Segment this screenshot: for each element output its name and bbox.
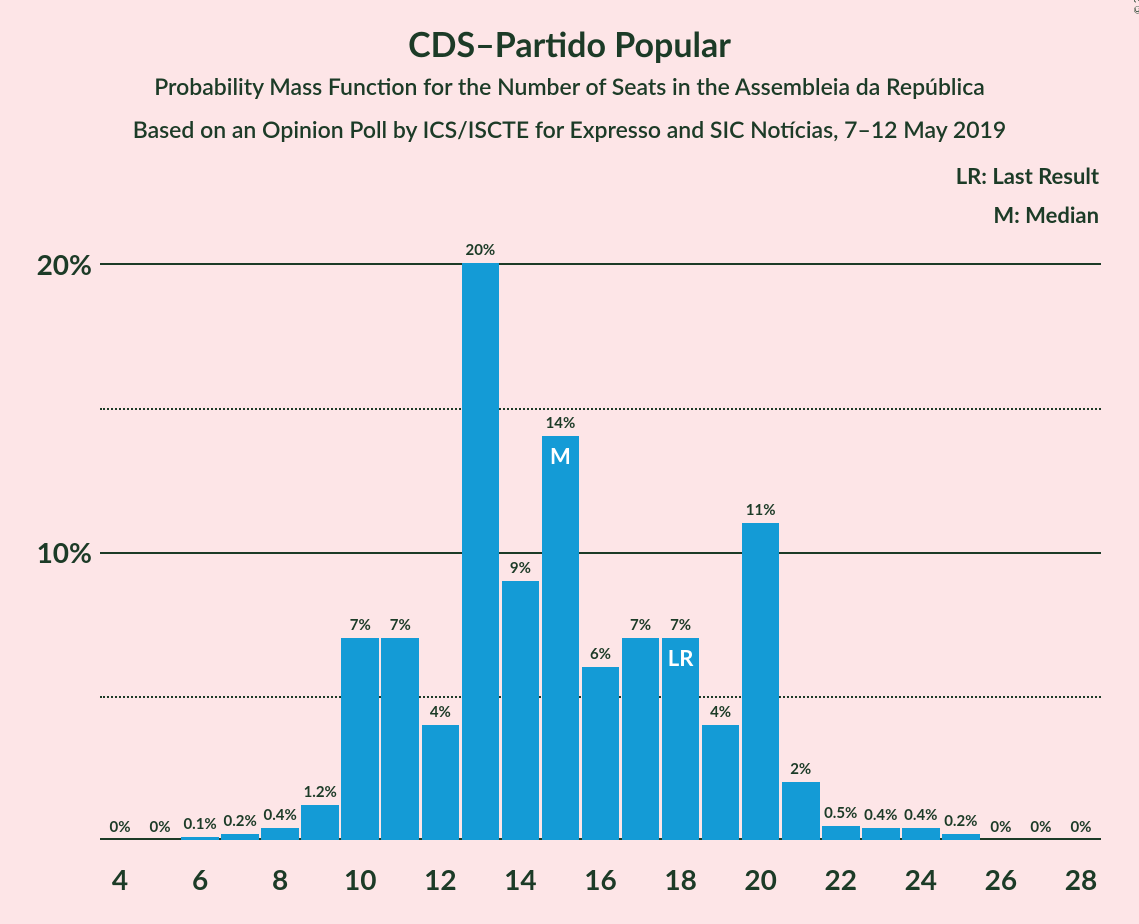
- bar-value-label: 11%: [746, 501, 776, 523]
- bar-value-label: 0%: [1030, 818, 1051, 840]
- bar: 0.4%: [862, 828, 900, 840]
- bar-value-label: 0%: [110, 818, 131, 840]
- bar: 11%: [742, 523, 780, 840]
- bar: 9%: [502, 581, 540, 840]
- bar: 7%LR: [662, 638, 700, 840]
- bar-value-label: 1.2%: [304, 783, 337, 805]
- bar-value-label: 7%: [670, 616, 691, 638]
- bar-value-label: 0.4%: [904, 806, 937, 828]
- bar: 4%: [702, 725, 740, 840]
- bar-value-label: 0%: [990, 818, 1011, 840]
- bar: 0.1%: [181, 837, 219, 840]
- bar-value-label: 7%: [350, 616, 371, 638]
- x-tick-label: 22: [824, 862, 856, 896]
- bar: 0.2%: [942, 834, 980, 840]
- gridline-major: [100, 263, 1101, 265]
- bar-value-label: 14%: [546, 414, 576, 436]
- plot-area: 0%0%0.1%0.2%0.4%1.2%7%7%4%20%9%14%M6%7%7…: [100, 200, 1101, 840]
- bar: 14%M: [542, 436, 580, 840]
- bar-value-label: 4%: [710, 703, 731, 725]
- gridline-major: [100, 552, 1101, 554]
- x-tick-label: 10: [344, 862, 376, 896]
- x-tick-label: 28: [1065, 862, 1097, 896]
- y-tick-label: 20%: [6, 247, 92, 281]
- bar-value-label: 4%: [430, 703, 451, 725]
- bar-value-label: 0%: [150, 818, 171, 840]
- chart-title: CDS–Partido Popular: [0, 24, 1139, 65]
- bar: 1.2%: [301, 805, 339, 840]
- bar: 0.4%: [902, 828, 940, 840]
- bar: 7%: [381, 638, 419, 840]
- gridline-minor: [100, 408, 1101, 410]
- bar: 6%: [582, 667, 620, 840]
- bar-value-label: 9%: [510, 559, 531, 581]
- bar: 7%: [622, 638, 660, 840]
- bar: 2%: [782, 782, 820, 840]
- x-tick-label: 8: [272, 862, 288, 896]
- bar-value-label: 0.1%: [183, 815, 216, 837]
- x-tick-label: 20: [744, 862, 776, 896]
- bar-value-label: 0.5%: [824, 804, 857, 826]
- bar-value-label: 6%: [590, 645, 611, 667]
- bar: 0.2%: [221, 834, 259, 840]
- bar-value-label: 0.2%: [223, 812, 256, 834]
- bar-value-label: 0.4%: [264, 806, 297, 828]
- chart-subtitle-1: Probability Mass Function for the Number…: [0, 72, 1139, 100]
- bar-value-label: 2%: [790, 760, 811, 782]
- x-tick-label: 4: [112, 862, 128, 896]
- y-tick-label: 10%: [6, 535, 92, 569]
- bar-value-label: 0%: [1070, 818, 1091, 840]
- chart-subtitle-2: Based on an Opinion Poll by ICS/ISCTE fo…: [0, 115, 1139, 143]
- bar: 20%: [462, 263, 500, 840]
- x-tick-label: 6: [192, 862, 208, 896]
- bar: 7%: [341, 638, 379, 840]
- bar-value-label: 7%: [630, 616, 651, 638]
- x-tick-label: 16: [584, 862, 616, 896]
- legend-last-result: LR: Last Result: [956, 162, 1099, 189]
- bar: 0.5%: [822, 826, 860, 840]
- x-tick-label: 14: [504, 862, 536, 896]
- bar-inner-label: LR: [668, 644, 694, 671]
- bar-value-label: 0.4%: [864, 806, 897, 828]
- bar: 0.4%: [261, 828, 299, 840]
- bar-value-label: 7%: [390, 616, 411, 638]
- x-tick-label: 18: [664, 862, 696, 896]
- bar-value-label: 0.2%: [944, 812, 977, 834]
- x-tick-label: 24: [905, 862, 937, 896]
- bar-inner-label: M: [550, 442, 571, 469]
- x-tick-label: 12: [424, 862, 456, 896]
- bar: 4%: [422, 725, 460, 840]
- x-tick-label: 26: [985, 862, 1017, 896]
- bar-value-label: 20%: [466, 241, 496, 263]
